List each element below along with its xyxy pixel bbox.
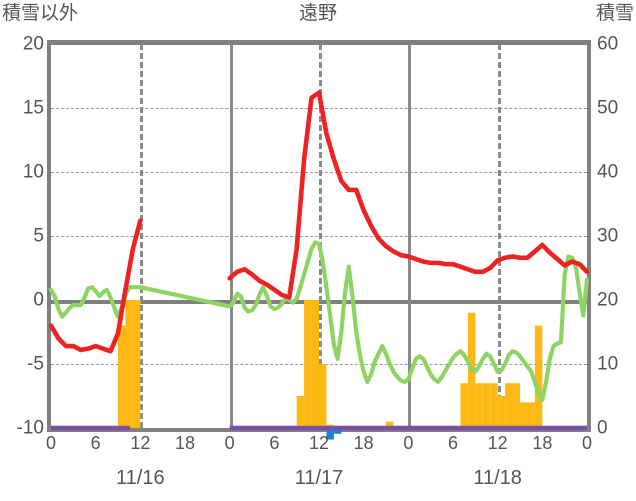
y-axis-left-tick-label: 15 (22, 97, 44, 119)
precipitation-bar (132, 300, 141, 428)
right-axis-title: 積雪 (595, 3, 634, 24)
temperature-line (227, 90, 590, 300)
precipitation-bar (520, 402, 528, 428)
x-axis-tick-label: 0 (224, 433, 235, 453)
precipitation-bar (311, 300, 319, 428)
x-axis-tick-label: 18 (174, 433, 196, 453)
y-axis-right-tick-label: 10 (597, 353, 619, 375)
x-axis-tick-label: 0 (45, 433, 57, 453)
x-axis-tick-label: 12 (308, 433, 330, 453)
x-axis-tick-label: 18 (353, 433, 374, 453)
y-axis-right-tick-label: 60 (597, 33, 619, 55)
x-axis-day-label: 11/18 (473, 467, 522, 489)
snow-decrease-bar (333, 428, 342, 434)
y-axis-right-tick-label: 50 (597, 97, 619, 119)
gridline-vertical-noon (497, 44, 501, 428)
left-axis-title: 積雪以外 (2, 3, 79, 24)
x-axis-tick-label: 0 (581, 433, 593, 453)
precipitation-bar (475, 383, 483, 428)
precipitation-bar (118, 325, 126, 428)
y-axis-right-tick-label: 20 (597, 289, 619, 311)
precipitation-bar (527, 402, 535, 428)
gridline-vertical-day-boundary (408, 44, 412, 428)
precipitation-bar (304, 300, 312, 428)
temperature-line (48, 218, 143, 354)
gridline-vertical-noon (140, 44, 144, 428)
precipitation-bar (490, 383, 498, 428)
x-axis-tick-label: 18 (532, 433, 553, 453)
precipitation-bar (512, 383, 520, 428)
x-axis-day-label: 11/17 (294, 467, 344, 489)
y-axis-left-tick-label: -10 (16, 417, 44, 439)
x-axis-tick-label: 6 (90, 433, 101, 453)
x-axis-tick-label: 6 (269, 433, 280, 453)
x-axis-day-label: 11/16 (116, 467, 165, 489)
chart-title: 遠野 (298, 3, 337, 24)
series-layer (48, 90, 590, 440)
plot-area (48, 44, 590, 440)
y-axis-right-tick-label: 40 (597, 161, 619, 183)
precipitation-bar (460, 383, 468, 428)
snow-decrease-bar (326, 428, 334, 440)
y-axis-left-tick-label: 10 (22, 161, 44, 183)
y-axis-left-tick-label: -5 (27, 353, 44, 375)
y-axis-right-tick-label: 30 (597, 225, 619, 247)
precipitation-bar (482, 383, 491, 428)
x-axis-tick-label: 6 (447, 433, 459, 453)
gridline-vertical-day-boundary (229, 44, 233, 428)
gridline-vertical-noon (319, 44, 322, 428)
precipitation-bar (497, 396, 506, 428)
x-axis-tick-label: 12 (487, 433, 508, 453)
precipitation-bar (534, 325, 543, 428)
precipitation-bar (125, 300, 133, 428)
y-axis-left-tick-label: 20 (22, 33, 44, 55)
y-axis-right-tick-label: 0 (597, 417, 608, 439)
precipitation-bar (319, 364, 327, 428)
precipitation-bar (386, 421, 394, 428)
precipitation-bar (505, 383, 513, 428)
x-axis-tick-label: 0 (403, 433, 414, 453)
x-axis-tick-label: 12 (130, 433, 151, 453)
precipitation-bar (296, 396, 305, 428)
y-axis-left-tick-label: 5 (33, 225, 44, 247)
y-axis-left-tick-label: 0 (33, 289, 44, 311)
